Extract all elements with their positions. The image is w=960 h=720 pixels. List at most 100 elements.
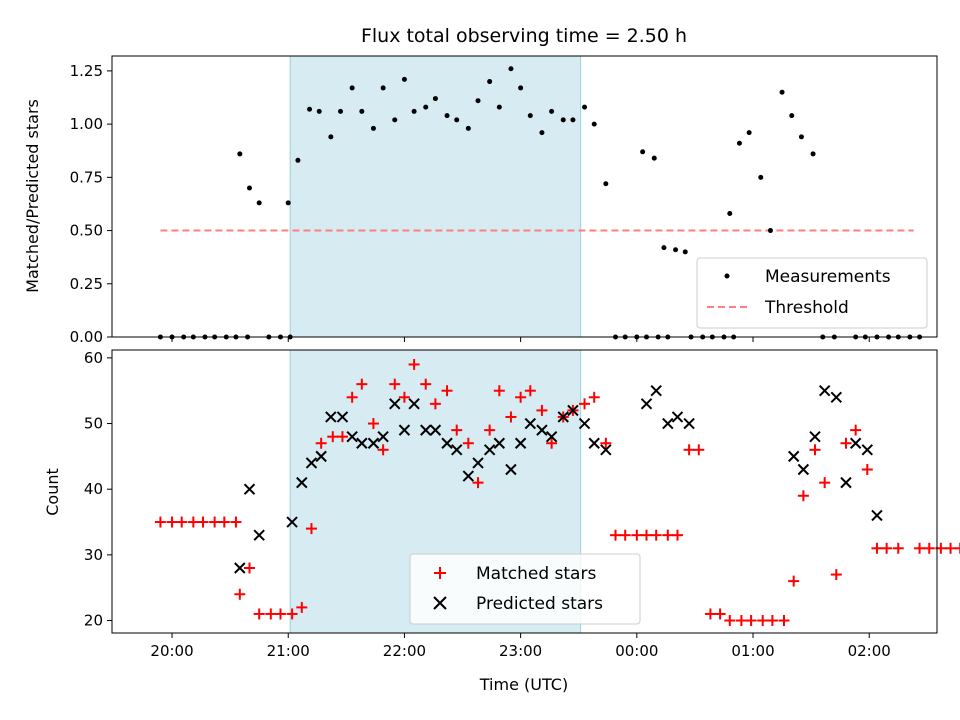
measurement-point [758,174,764,180]
x-stroke-b [600,444,612,456]
measurement-point [527,113,533,119]
matched-star-point [650,529,662,541]
predicted-star-point [818,385,831,397]
measurement-point [295,157,301,163]
measurement-point [338,108,344,114]
measurement-point [454,117,460,123]
measurement-point [651,155,657,161]
matched-star-point [641,529,653,541]
chart-title: Flux total observing time = 2.50 h [361,25,687,47]
matched-star-point [230,516,242,528]
measurement-point [798,134,804,140]
predicted-star-point [871,509,883,522]
x-stroke-b [441,437,453,449]
x-stroke-b [640,398,653,410]
legend-measurements-marker [724,273,730,279]
x-axis-label: Time (UTC) [479,675,568,694]
top-y-axis-label: Matched/Predicted stars [23,99,42,293]
measurement-point [380,85,386,91]
matched-star-point [579,398,591,410]
matched-star-point [327,431,339,443]
matched-star-point [441,385,453,397]
matched-star-point [861,464,873,476]
legend-measurements-label: Measurements [765,267,891,287]
measurement-point [736,140,742,146]
measurement-point [810,151,816,157]
predicted-star-point [451,444,463,456]
measurement-point [789,113,795,119]
matched-star-point [830,569,842,581]
x-stroke-b [545,430,558,443]
bottom-y-ticks: 20 30 40 50 60 [84,349,112,630]
x-stroke-b [683,417,695,430]
matched-star-point [408,358,420,370]
matched-star-point [389,378,401,390]
measurement-point [661,245,667,251]
predicted-star-point [505,463,517,476]
x-stroke-b [420,424,432,436]
y-tick-label: 0.75 [70,168,103,186]
y-tick-label: 40 [84,480,103,498]
x-tick-label: 00:00 [615,642,658,660]
predicted-star-point [536,424,548,436]
matched-star-point [187,516,199,528]
predicted-star-point [398,424,411,436]
measurement-point [392,117,398,123]
measurement-point [640,149,646,155]
matched-star-point [484,424,496,436]
x-stroke-b [493,437,506,449]
x-stroke-b [809,430,821,443]
matched-star-point [274,608,286,620]
matched-star-point [745,615,757,627]
matched-star-point [892,542,904,554]
measurement-point [727,211,733,217]
x-stroke-b [662,417,674,430]
predicted-star-point [296,476,308,489]
x-stroke-b [861,444,873,456]
measurement-point [570,117,576,123]
matched-star-point [797,490,809,502]
predicted-star-point [346,430,358,443]
x-stroke-b [650,385,662,397]
matched-star-point [315,437,327,449]
legend-predicted-label: Predicted stars [476,594,603,614]
bottom-legend: Matched stars Predicted stars [409,553,641,625]
matched-star-point [809,444,821,456]
predicted-star-point [420,424,432,436]
x-stroke-b [536,424,548,436]
top-y-ticks: 0.00 0.25 0.50 0.75 1.00 1.25 [70,62,112,346]
measurement-point [423,104,429,110]
measurement-point [411,108,417,114]
x-stroke-b [871,509,883,522]
y-tick-label: 0.00 [70,328,103,346]
matched-star-point [209,516,221,528]
y-tick-label: 1.00 [70,115,103,133]
x-stroke-b [243,483,256,495]
matched-star-point [265,608,277,620]
predicted-star-point [356,437,368,449]
measurement-point [673,247,679,253]
x-stroke-b [787,450,800,463]
predicted-star-point [408,398,420,410]
matched-star-point [286,608,298,620]
legend-matched-label: Matched stars [476,564,596,584]
measurement-point [256,200,262,206]
predicted-star-point [429,424,442,436]
matched-star-point [724,615,736,627]
predicted-star-point [662,417,674,430]
measurement-point [767,228,773,234]
x-stroke-b [524,417,537,430]
predicted-star-point [861,444,873,456]
predicted-star-point [567,404,579,417]
legend-matched-marker [434,567,446,579]
matched-star-point [923,542,935,554]
matched-star-point [693,444,705,456]
measurement-point [582,104,588,110]
measurement-point [465,125,471,131]
predicted-star-point [367,437,380,449]
measurement-point [370,125,376,131]
matched-star-point [346,391,358,403]
measurement-point [401,76,407,82]
matched-star-point [234,588,246,600]
x-stroke-b [588,437,600,449]
